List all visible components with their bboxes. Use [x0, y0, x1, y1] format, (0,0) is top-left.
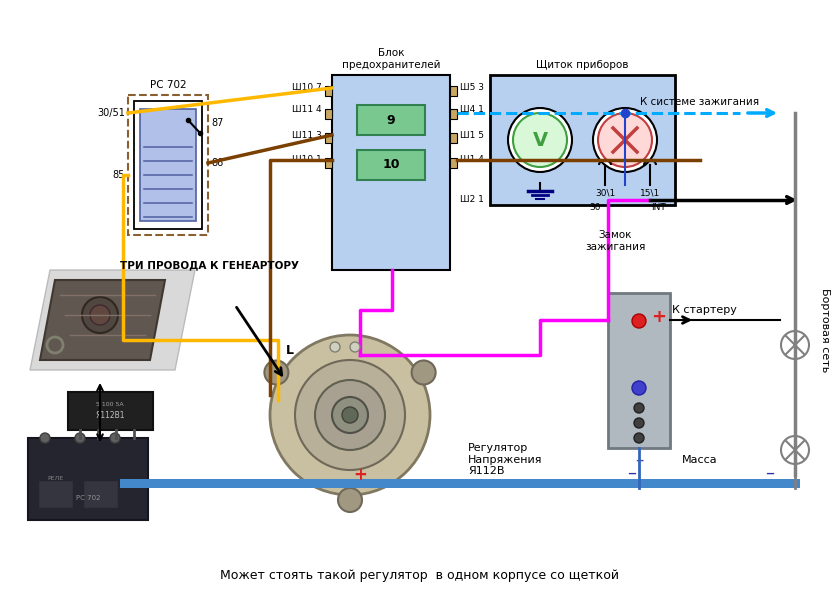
- Circle shape: [82, 297, 118, 333]
- Bar: [450, 133, 457, 143]
- Bar: [140, 109, 196, 221]
- Text: –: –: [628, 464, 637, 482]
- Text: Ш4 1: Ш4 1: [460, 106, 484, 115]
- Text: Регулятор
Напряжения
Я112В: Регулятор Напряжения Я112В: [468, 443, 542, 476]
- Circle shape: [342, 407, 358, 423]
- Text: Бортовая сеть: Бортовая сеть: [820, 288, 830, 372]
- Text: +: +: [651, 308, 666, 326]
- Text: 15\1: 15\1: [640, 189, 660, 198]
- Bar: [450, 109, 457, 119]
- Text: L: L: [286, 343, 294, 356]
- Text: К стартеру: К стартеру: [672, 305, 737, 315]
- Circle shape: [508, 108, 572, 172]
- Circle shape: [270, 335, 430, 495]
- Bar: [490, 75, 675, 205]
- Circle shape: [632, 381, 646, 395]
- Bar: [450, 158, 457, 168]
- Circle shape: [781, 436, 809, 464]
- Circle shape: [411, 361, 436, 384]
- Bar: [68, 392, 153, 430]
- Text: 30: 30: [589, 202, 601, 211]
- Polygon shape: [40, 280, 165, 360]
- Text: Ш2 1: Ш2 1: [460, 195, 484, 205]
- Bar: [332, 75, 450, 270]
- Text: Я112В1: Я112В1: [96, 411, 125, 420]
- Text: +: +: [353, 466, 367, 484]
- Bar: [357, 150, 425, 180]
- Bar: [120, 479, 800, 488]
- Text: V: V: [532, 131, 547, 149]
- Text: INT: INT: [650, 202, 665, 211]
- Circle shape: [513, 113, 567, 167]
- Circle shape: [40, 433, 50, 443]
- Circle shape: [593, 108, 657, 172]
- Text: Ш11 4: Ш11 4: [292, 106, 322, 115]
- Circle shape: [332, 397, 368, 433]
- Circle shape: [264, 361, 288, 384]
- Text: Ш1 5: Ш1 5: [460, 131, 484, 140]
- Bar: [450, 86, 457, 96]
- Circle shape: [295, 360, 405, 470]
- Text: РЕЛЕ: РЕЛЕ: [47, 475, 63, 481]
- Text: Щиток приборов: Щиток приборов: [535, 60, 628, 70]
- Circle shape: [90, 305, 110, 325]
- Bar: [134, 101, 202, 229]
- Text: РС 702: РС 702: [150, 80, 186, 90]
- Circle shape: [330, 342, 340, 352]
- Polygon shape: [30, 270, 195, 370]
- Text: Ш5 3: Ш5 3: [460, 84, 484, 93]
- Bar: [325, 133, 332, 143]
- Bar: [357, 105, 425, 135]
- Text: Может стоять такой регулятор  в одном корпусе со щеткой: Может стоять такой регулятор в одном кор…: [220, 568, 618, 581]
- Bar: [325, 158, 332, 168]
- Text: 30\1: 30\1: [595, 189, 615, 198]
- Text: 86: 86: [211, 158, 223, 168]
- Text: 87: 87: [211, 118, 224, 128]
- Text: Ш11 3: Ш11 3: [292, 131, 322, 140]
- Text: 85: 85: [112, 170, 125, 180]
- Bar: [325, 109, 332, 119]
- Circle shape: [350, 342, 360, 352]
- Circle shape: [110, 433, 120, 443]
- Text: Ш10 7: Ш10 7: [292, 84, 322, 93]
- Bar: [28, 438, 148, 520]
- Text: К системе зажигания: К системе зажигания: [640, 97, 759, 107]
- Text: 30/51: 30/51: [97, 108, 125, 118]
- Text: РС 702: РС 702: [75, 495, 101, 501]
- Text: Замок
зажигания: Замок зажигания: [585, 230, 645, 251]
- Circle shape: [634, 403, 644, 413]
- Text: –: –: [635, 451, 644, 469]
- Text: 10: 10: [382, 158, 400, 171]
- Bar: [83, 480, 118, 508]
- Circle shape: [598, 113, 652, 167]
- Bar: [325, 86, 332, 96]
- Circle shape: [634, 433, 644, 443]
- Circle shape: [315, 380, 385, 450]
- Bar: [608, 293, 670, 448]
- Bar: [38, 480, 73, 508]
- Circle shape: [632, 314, 646, 328]
- Text: Ш1 4: Ш1 4: [460, 155, 484, 165]
- Text: –: –: [765, 464, 774, 482]
- Circle shape: [75, 433, 85, 443]
- Text: 9: 9: [386, 113, 396, 127]
- Text: Блок
предохранителей: Блок предохранителей: [342, 48, 440, 70]
- Circle shape: [634, 418, 644, 428]
- Text: Ш10 1: Ш10 1: [292, 155, 322, 165]
- Circle shape: [781, 331, 809, 359]
- Text: Масса: Масса: [682, 455, 718, 465]
- Circle shape: [338, 488, 362, 512]
- Text: 5 100 5А: 5 100 5А: [96, 402, 124, 408]
- Text: ТРИ ПРОВОДА К ГЕНЕАРТОРУ: ТРИ ПРОВОДА К ГЕНЕАРТОРУ: [120, 260, 299, 270]
